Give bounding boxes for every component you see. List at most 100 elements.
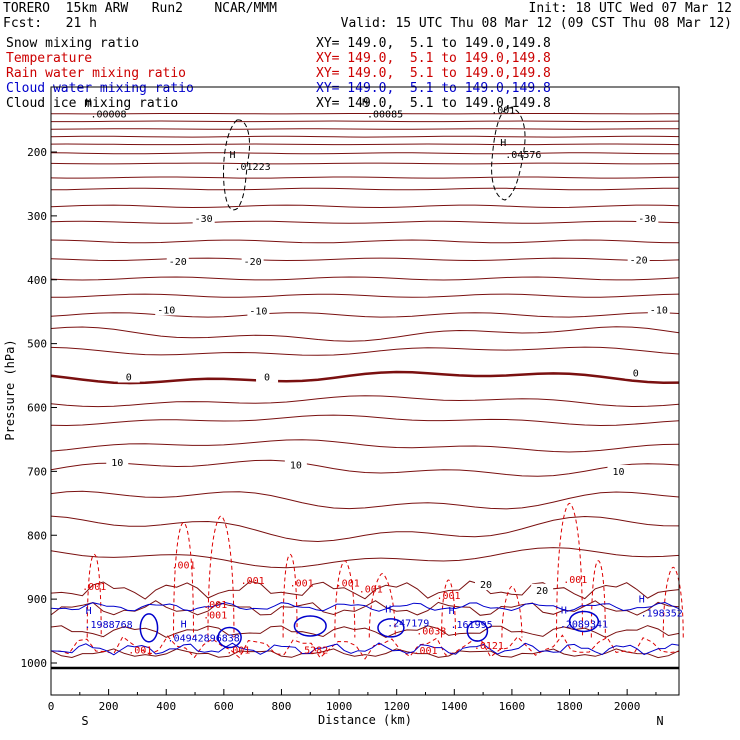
temperature-contour-label: 20 <box>536 586 548 597</box>
cloud-water-max-value: .198352 <box>641 608 683 619</box>
temperature-contour-label: -10 <box>650 305 668 316</box>
temperature-contour <box>50 152 679 155</box>
legend-rain-xy: XY= 149.0, 5.1 to 149.0,149.8 <box>316 66 551 81</box>
cloud-water-max-value: .04942896838 <box>168 633 240 644</box>
rain-contour-label: .001 <box>82 582 106 593</box>
temperature-contour <box>50 547 680 569</box>
snow-contours <box>223 107 526 211</box>
cloud-water-max-value: .1988768 <box>85 620 133 631</box>
axes: 0 200 400 600 800 1000 1200 1400 1600 1800 2000200… <box>21 146 657 713</box>
temperature-label-bg <box>607 465 630 478</box>
rain-contour-label: .001 <box>436 591 460 602</box>
legend-snow-label: Snow mixing ratio <box>6 36 140 51</box>
rain-contour-label: .001 <box>359 585 383 596</box>
temperature-label-bg <box>531 583 554 596</box>
temperature-label-bg <box>647 303 670 316</box>
legend-rain-label: Rain water mixing ratio <box>6 66 187 81</box>
x-tick-label: 800 <box>272 700 292 713</box>
temperature-contour-label: -30 <box>638 214 656 225</box>
temperature-contour <box>50 490 680 510</box>
freezing-level-contour <box>50 370 680 385</box>
temperature-contour-label: 0 <box>264 372 270 383</box>
snow-max-value: .00008 <box>90 110 126 121</box>
model-title: TORERO 15km ARW Run2 NCAR/MMM <box>3 1 277 16</box>
temperature-label-bg <box>192 212 215 225</box>
temperature-label-bg <box>247 304 270 317</box>
x-tick-label: 400 <box>156 700 176 713</box>
rain-contour-label: .001 <box>128 645 152 656</box>
north-endpoint: N <box>656 714 663 728</box>
snow-max-marker: H <box>229 150 235 161</box>
rain-contour-label: .001 <box>203 610 227 621</box>
rain-contour-label: .001 <box>226 645 250 656</box>
temperature-label-bg <box>636 212 659 225</box>
cloud-water-max-marker: H <box>561 605 567 616</box>
temperature-label-bg <box>284 458 307 471</box>
cloud-water-max-value: .161995 <box>451 620 493 631</box>
temperature-contour-label: -20 <box>630 256 648 267</box>
temperature-contour-label: 0 <box>126 372 132 383</box>
rain-contour-label: .001 <box>203 600 227 611</box>
cloud-water-contours <box>50 601 680 656</box>
cloud-water-cell <box>293 615 327 637</box>
init-time: Init: 18 UTC Wed 07 Mar 12 <box>528 1 733 16</box>
temperature-contour <box>50 293 680 298</box>
x-tick-label: 600 <box>214 700 234 713</box>
legend-cloud-water-label: Cloud water mixing ratio <box>6 81 194 96</box>
rain-contour-label: .001 <box>241 576 265 587</box>
x-tick-label: 1600 <box>499 700 526 713</box>
rain-contour <box>556 502 584 638</box>
temperature-contour-label: -20 <box>169 257 187 268</box>
temperature-contour-label: -10 <box>157 305 175 316</box>
plot-border <box>50 86 680 696</box>
rain-contour <box>207 515 235 638</box>
rain-contour <box>334 560 356 638</box>
legend-snow-xy: XY= 149.0, 5.1 to 149.0,149.8 <box>316 36 551 51</box>
temperature-contour-low <box>50 648 680 659</box>
temperature-contour <box>50 346 680 356</box>
temperature-contour-label: 0 <box>633 369 639 380</box>
rain-max-value: .5282 <box>298 645 328 656</box>
x-axis-title: Distance (km) <box>318 713 412 727</box>
snow-max-marker: H <box>362 98 368 109</box>
temperature-label-bg <box>117 370 140 383</box>
y-tick-label: 800 <box>27 529 47 542</box>
cloud-water-max-marker: H <box>385 605 391 616</box>
temperature-label-bg <box>627 253 650 266</box>
temperature-contour <box>50 187 679 191</box>
snow-max-marker: H <box>85 98 91 109</box>
snow-contour-label: .001 <box>491 106 515 117</box>
temperature-contour-label: -30 <box>195 214 213 225</box>
temperature-label-bg <box>106 456 129 469</box>
y-tick-label: 600 <box>27 402 47 415</box>
temperature-contour <box>50 459 680 477</box>
temperature-contour <box>50 312 680 318</box>
rain-max-value: .0121 <box>474 641 504 652</box>
legend-cloud-ice-xy: XY= 149.0, 5.1 to 149.0,149.8 <box>316 96 551 111</box>
snow-cell-east <box>491 107 526 201</box>
rain-contour-low <box>50 634 680 660</box>
rain-contour-label: .001 <box>413 646 437 657</box>
y-tick-label: 400 <box>27 274 47 287</box>
legend-temperature-xy: XY= 149.0, 5.1 to 149.0,149.8 <box>316 51 551 66</box>
cloud-water-max-value: .2089341 <box>560 619 608 630</box>
temperature-contour <box>50 239 680 244</box>
temperature-contour-label: 10 <box>612 467 624 478</box>
temperature-label-bg <box>474 578 497 591</box>
temperature-contour <box>50 439 680 453</box>
cloud-water-cell <box>568 610 600 633</box>
temperature-contour <box>50 143 680 146</box>
snow-max-value: .04576 <box>505 150 541 161</box>
rain-contour <box>86 553 102 638</box>
valid-time: Valid: 15 UTC Thu 08 Mar 12 (09 CST Thu … <box>340 16 732 31</box>
x-tick-label: 1800 <box>556 700 583 713</box>
temperature-contour <box>50 220 680 224</box>
legend-cloud-water-xy: XY= 149.0, 5.1 to 149.0,149.8 <box>316 81 551 96</box>
temperature-contour <box>50 276 680 281</box>
rain-contour <box>662 566 684 638</box>
rain-contour <box>590 560 606 638</box>
temperature-contour <box>50 162 680 165</box>
cloud-water-max-marker: H <box>181 619 187 630</box>
y-tick-label: 700 <box>27 465 47 478</box>
x-tick-label: 1400 <box>441 700 468 713</box>
